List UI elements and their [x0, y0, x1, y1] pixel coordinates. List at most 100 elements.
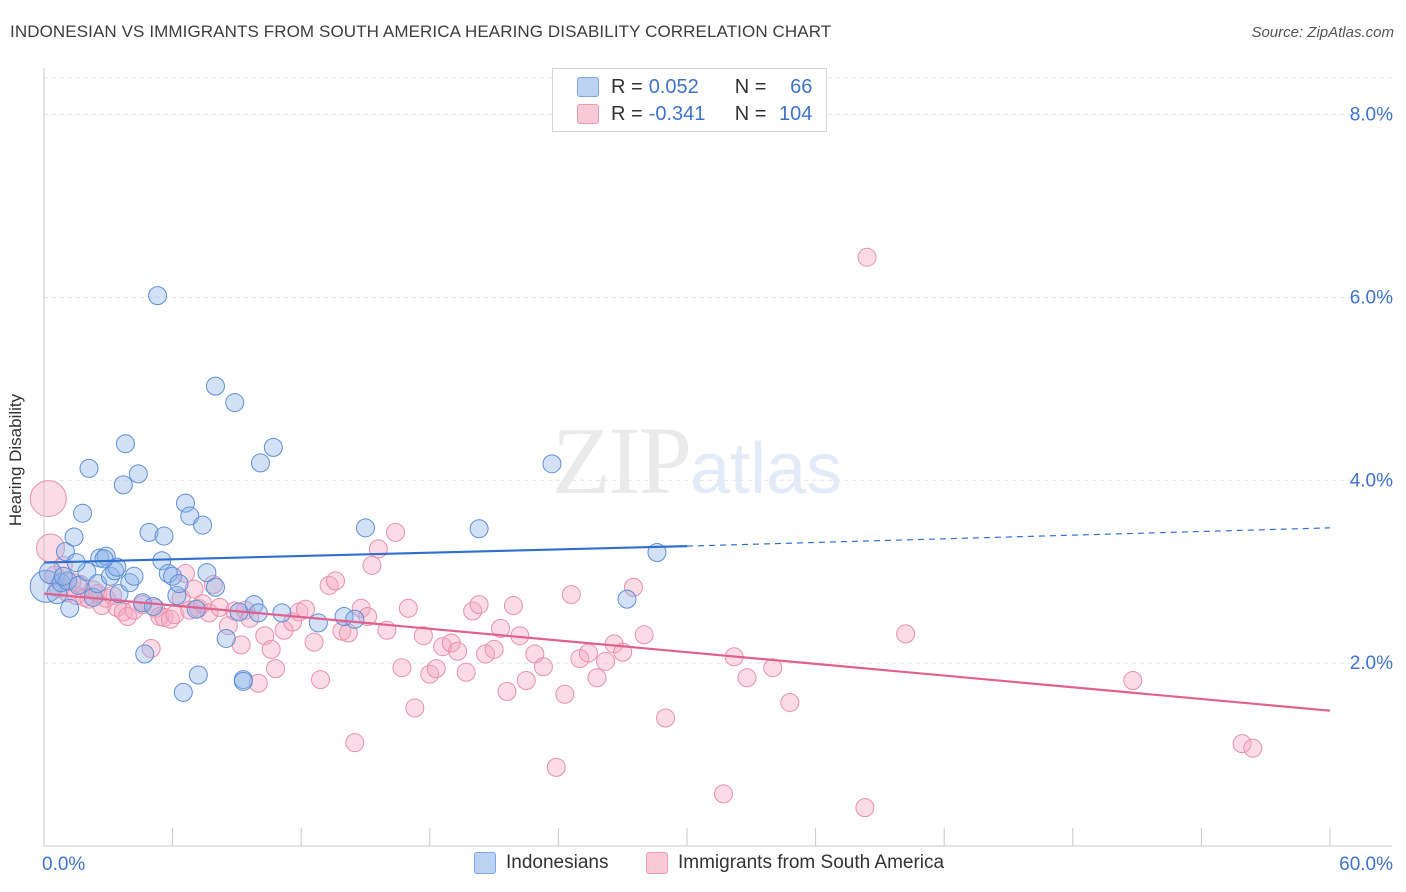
indonesians-point — [135, 644, 155, 664]
immigrants-point — [184, 579, 204, 599]
indonesians-point — [542, 454, 562, 474]
x-tick-label-min: 0.0% — [42, 854, 85, 875]
immigrants-point — [29, 480, 67, 518]
immigrants-point — [345, 733, 365, 753]
indonesians-point — [113, 475, 133, 495]
immigrants-point — [491, 618, 511, 638]
immigrants-point — [533, 657, 553, 677]
immigrants-point — [426, 659, 446, 679]
indonesians-point — [469, 519, 489, 539]
indonesians-point — [250, 453, 270, 473]
indonesians-point — [272, 603, 292, 623]
indonesians-point — [308, 613, 328, 633]
immigrants-point — [1232, 734, 1252, 754]
indonesians-point — [53, 566, 73, 586]
immigrants-point — [265, 659, 285, 679]
immigrants-point — [469, 595, 489, 615]
immigrants-point — [386, 522, 406, 542]
legend-swatch-pink — [577, 104, 599, 124]
source-attribution[interactable]: Source: ZipAtlas.com — [1251, 24, 1394, 41]
indonesians-point — [64, 527, 84, 547]
immigrants-trend-line — [43, 592, 1331, 712]
series-legend: Indonesians Immigrants from South Americ… — [0, 852, 1406, 878]
indonesians-point — [233, 671, 253, 691]
trend-lines — [43, 527, 1331, 712]
y-tick-label: 6.0% — [1350, 287, 1393, 308]
immigrants-point — [896, 624, 916, 644]
immigrants-point — [476, 644, 496, 664]
indonesians-point — [60, 598, 80, 618]
indonesians-point — [356, 518, 375, 538]
x-tick-label-max: 60.0% — [1339, 854, 1393, 875]
legend-label-immigrants: Immigrants from South America — [678, 852, 945, 873]
immigrants-point — [456, 662, 476, 682]
legend-swatch-blue — [474, 852, 496, 874]
indonesians-point — [169, 574, 189, 594]
immigrants-point — [210, 597, 230, 617]
y-tick-label: 8.0% — [1350, 105, 1393, 126]
immigrants-point — [1123, 671, 1143, 691]
indonesians-point — [139, 522, 159, 542]
immigrants-point — [561, 585, 581, 605]
indonesians-point — [205, 376, 225, 396]
indonesians-point — [193, 515, 213, 535]
watermark-zip: ZIP — [552, 407, 692, 514]
legend-item-indonesians[interactable]: Indonesians — [474, 852, 608, 874]
immigrants-point — [713, 784, 733, 804]
indonesians-point — [216, 628, 236, 648]
indonesians-point — [128, 464, 148, 484]
immigrants-point — [203, 575, 223, 595]
immigrants-point — [304, 632, 324, 652]
indonesians-point — [124, 566, 144, 586]
legend-row-immigrants: R = -0.341 N = 104 — [577, 101, 812, 127]
indonesians-point — [163, 566, 183, 586]
immigrants-point — [503, 596, 523, 616]
series-indonesians-points — [29, 286, 667, 702]
immigrants-point — [1243, 738, 1263, 758]
immigrants-point — [737, 668, 757, 688]
immigrants-point — [362, 555, 382, 575]
gridlines — [44, 77, 1392, 664]
legend-r-label: R = — [611, 75, 643, 98]
legend-r-label: R = — [611, 102, 643, 125]
legend-n-value: 66 — [790, 75, 813, 98]
indonesians-point — [115, 434, 135, 454]
immigrants-point — [448, 641, 468, 661]
indonesians-point — [188, 665, 208, 685]
legend-n-label: N = — [734, 102, 767, 125]
indonesians-point — [225, 393, 245, 413]
chart-title: INDONESIAN VS IMMIGRANTS FROM SOUTH AMER… — [10, 22, 832, 41]
correlation-legend: R = 0.052 N = 66 R = -0.341 N = 104 — [552, 68, 827, 132]
immigrants-point — [555, 684, 575, 704]
tick-labels: 2.0% 4.0% 6.0% 8.0% 0.0% 60.0% — [42, 105, 1393, 875]
y-axis-label: Hearing Disability — [6, 393, 25, 527]
y-tick-label: 2.0% — [1350, 653, 1393, 674]
indonesians-point — [167, 585, 187, 605]
indonesians-point — [180, 506, 200, 526]
immigrants-point — [261, 639, 281, 659]
immigrants-point — [484, 639, 504, 659]
immigrants-point — [310, 670, 330, 690]
indonesians-point — [345, 609, 365, 629]
indonesians-point — [186, 599, 206, 619]
indonesians-point — [148, 286, 168, 306]
legend-item-immigrants[interactable]: Immigrants from South America — [646, 852, 944, 874]
immigrants-point — [546, 757, 566, 777]
indonesians-point — [175, 493, 195, 513]
immigrants-point — [578, 643, 598, 663]
immigrants-point — [392, 658, 412, 678]
indonesians-point — [94, 549, 114, 569]
legend-r-value: 0.052 — [648, 75, 699, 98]
immigrants-point — [587, 668, 607, 688]
immigrants-point — [656, 708, 676, 728]
immigrants-point — [497, 681, 517, 701]
legend-swatch-blue — [577, 77, 599, 97]
watermark: ZIPatlas — [552, 405, 842, 516]
immigrants-point — [325, 571, 345, 591]
indonesians-point — [154, 526, 174, 546]
immigrants-point — [420, 664, 440, 684]
legend-row-indonesians: R = 0.052 N = 66 — [577, 74, 812, 100]
immigrants-point — [516, 671, 536, 691]
immigrants-point — [332, 621, 352, 641]
